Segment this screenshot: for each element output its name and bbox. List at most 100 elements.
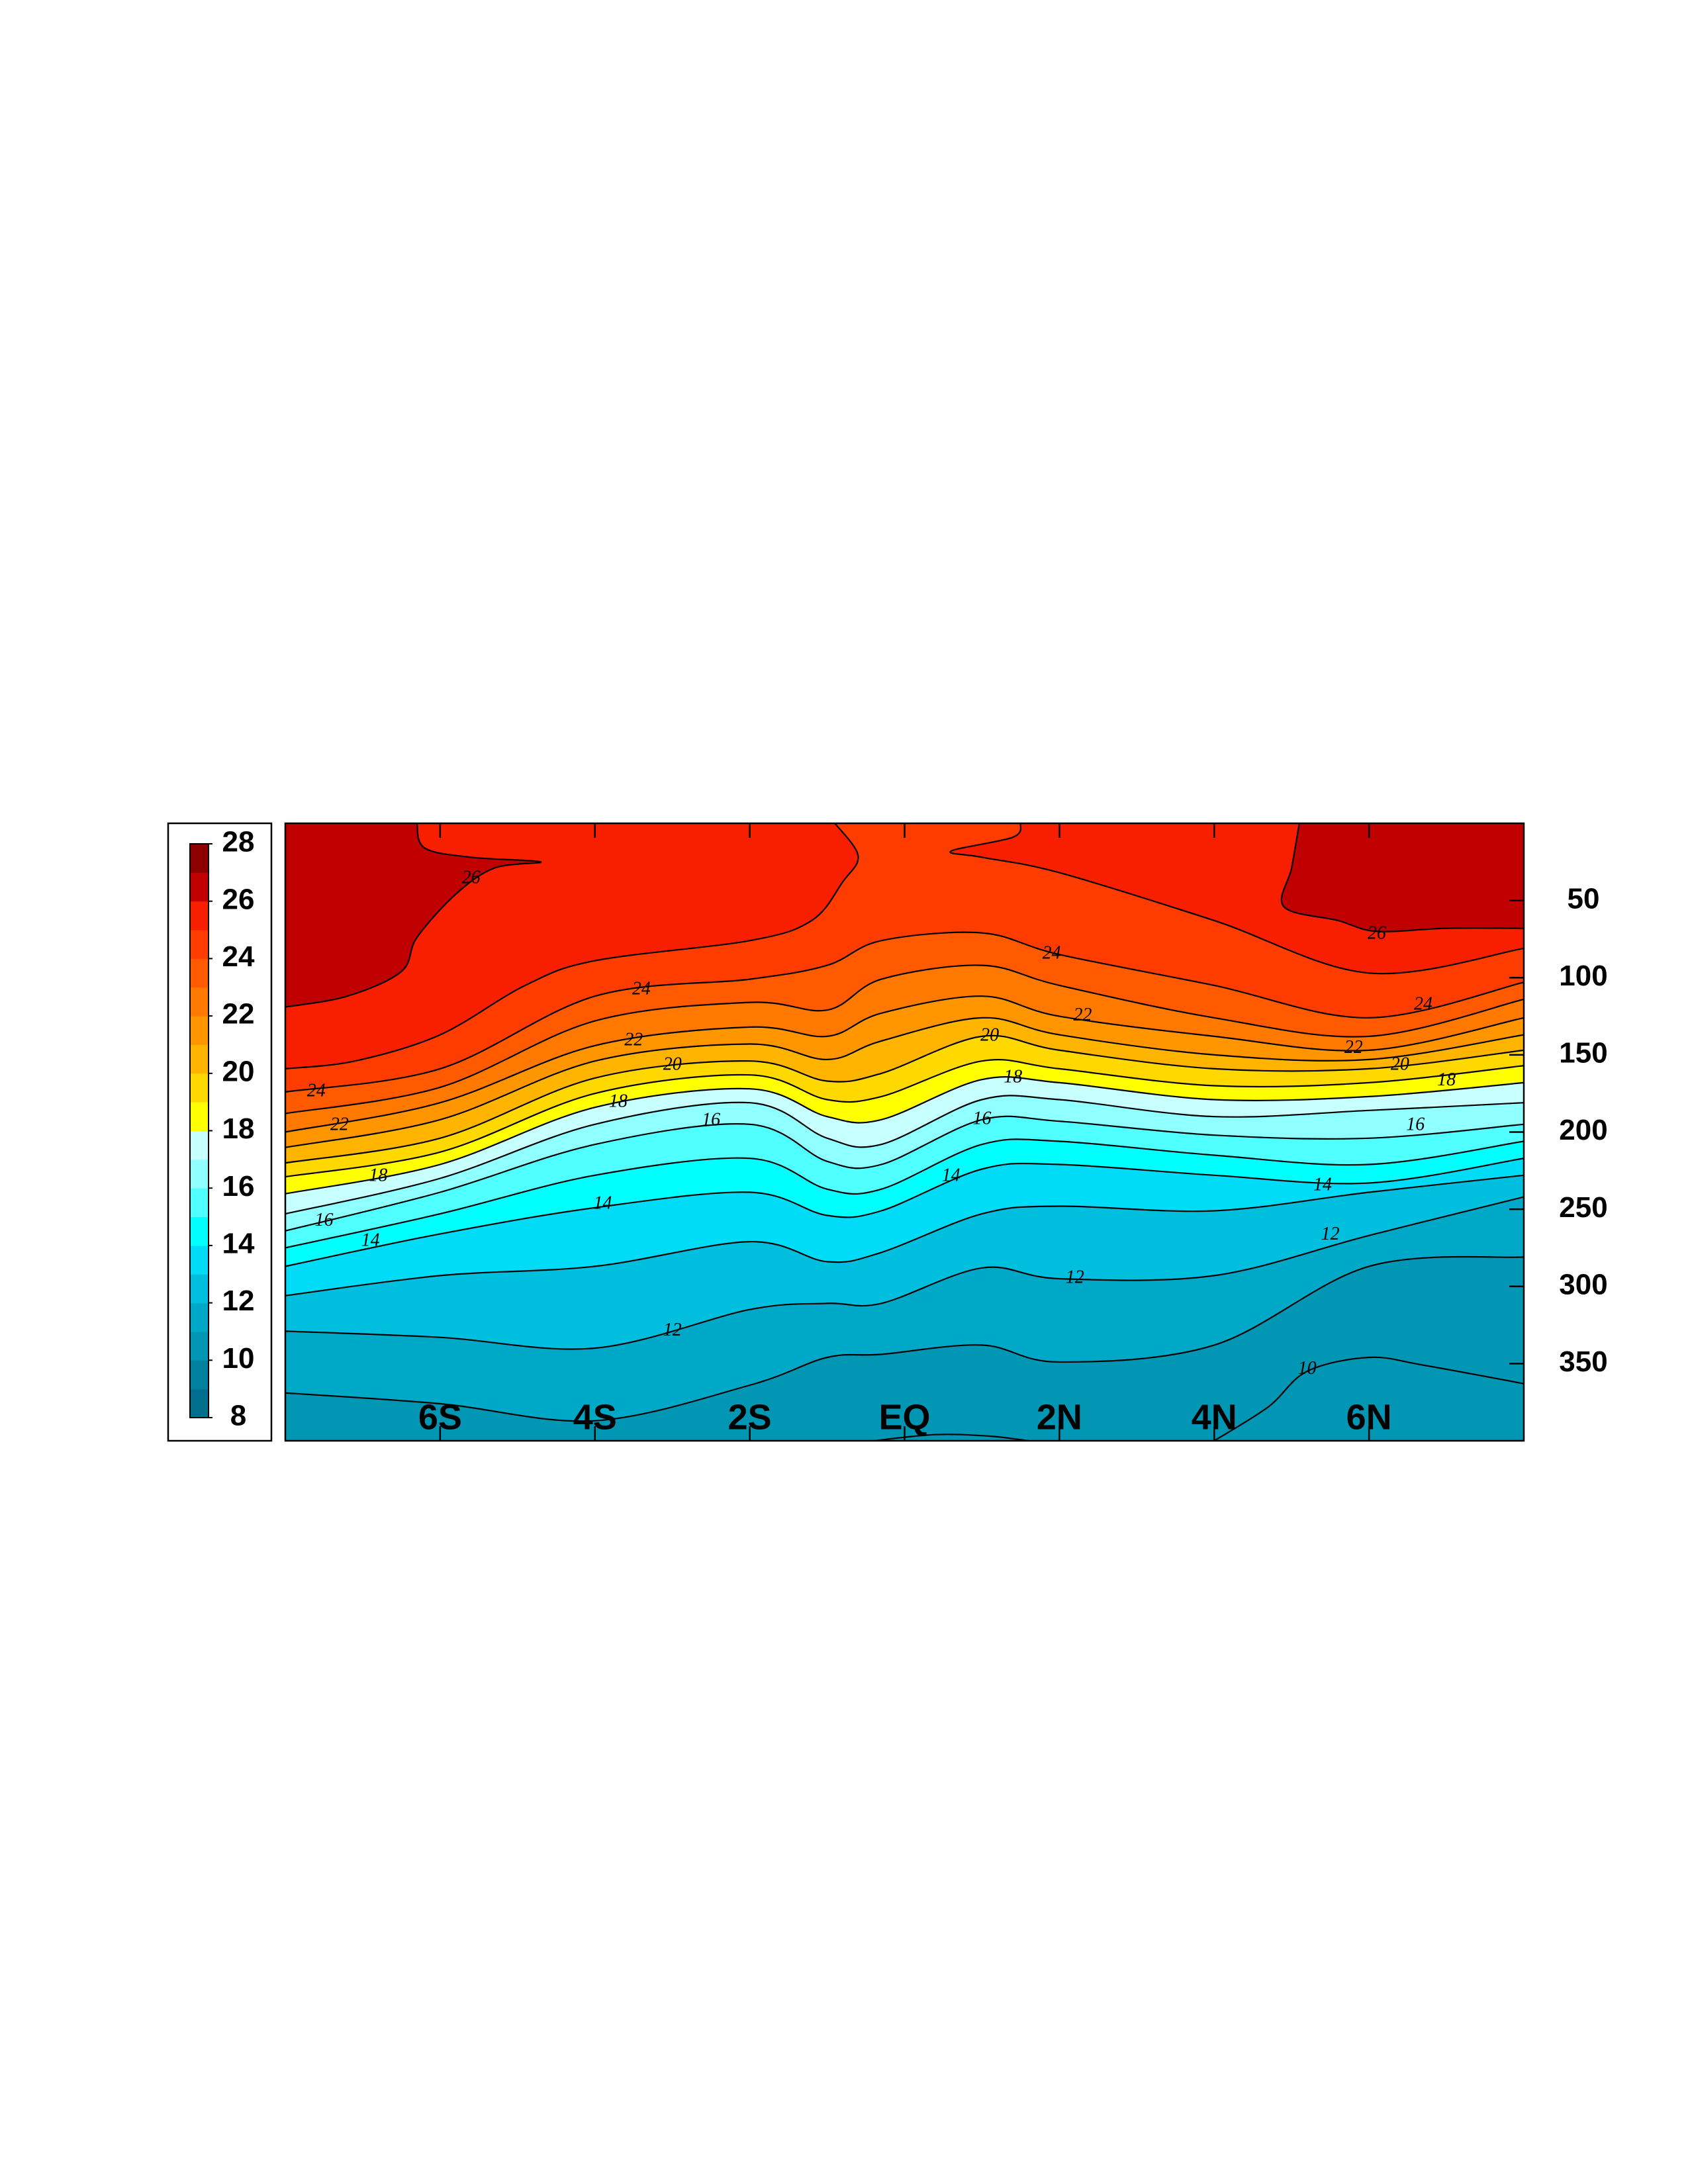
contour-label: 20 xyxy=(1391,1054,1409,1075)
contour-line xyxy=(1213,1356,1524,1441)
contour-label: 24 xyxy=(1043,943,1061,964)
contour-label: 12 xyxy=(1066,1267,1084,1288)
colorbar-label: 22 xyxy=(222,998,255,1030)
contour-label: 14 xyxy=(593,1193,612,1214)
contour-label: 12 xyxy=(1321,1224,1340,1244)
colorbar-band xyxy=(190,958,209,988)
contour-line xyxy=(285,964,1524,1115)
contour-line xyxy=(285,1196,1524,1350)
colorbar-label: 10 xyxy=(222,1342,255,1375)
contour-line xyxy=(285,1174,1524,1297)
contour-line xyxy=(285,1115,1524,1232)
contour-label: 18 xyxy=(1437,1069,1456,1090)
contour-line xyxy=(285,1076,1524,1195)
colorbar-band xyxy=(190,987,209,1017)
colorbar-band xyxy=(190,1360,209,1390)
colorbar-band xyxy=(190,930,209,959)
colorbar-band xyxy=(190,1245,209,1275)
contour-label: 26 xyxy=(462,867,481,887)
y-tick-label: 200 xyxy=(1559,1114,1607,1146)
colorbar-band xyxy=(190,1216,209,1246)
contour-label: 26 xyxy=(1368,923,1386,943)
x-tick-label: EQ xyxy=(878,1397,930,1437)
contour-label: 18 xyxy=(1004,1066,1022,1087)
colorbar-band xyxy=(190,844,209,873)
contour-line xyxy=(285,1158,1524,1267)
x-tick-label: 2N xyxy=(1037,1397,1082,1437)
colorbar-label: 16 xyxy=(222,1170,255,1203)
contour-label: 12 xyxy=(663,1320,682,1340)
y-tick-label: 300 xyxy=(1559,1268,1607,1300)
contour-label: 20 xyxy=(663,1054,682,1075)
contour-label: 20 xyxy=(980,1024,999,1045)
contour-line xyxy=(285,931,1524,1093)
colorbar-band xyxy=(190,901,209,931)
colorbar-label: 26 xyxy=(222,883,255,915)
contour-label: 14 xyxy=(1313,1175,1332,1195)
contour-fill xyxy=(285,823,541,1007)
y-tick-label: 250 xyxy=(1559,1191,1607,1224)
contour-label: 18 xyxy=(369,1165,387,1186)
contour-line xyxy=(285,1138,1524,1249)
colorbar-frame xyxy=(167,822,273,1442)
colorbar-label: 28 xyxy=(222,826,255,858)
colorbar-band xyxy=(190,1016,209,1045)
contour-label: 24 xyxy=(1414,994,1432,1015)
contour-line xyxy=(285,1059,1524,1178)
contour-label: 16 xyxy=(972,1108,991,1128)
colorbar-band xyxy=(190,1274,209,1304)
x-tick-label: 4S xyxy=(573,1397,617,1437)
contour-label: 22 xyxy=(1073,1005,1092,1025)
contour-label: 22 xyxy=(330,1115,349,1135)
plot-frame xyxy=(284,822,1525,1442)
x-tick-label: 4N xyxy=(1192,1397,1237,1437)
contour-line xyxy=(949,823,1524,975)
contour-label: 16 xyxy=(1406,1115,1425,1135)
colorbar-label: 8 xyxy=(230,1400,246,1432)
x-tick-label: 6S xyxy=(418,1397,462,1437)
colorbar-band xyxy=(190,1331,209,1361)
contour-label: 18 xyxy=(609,1091,628,1112)
colorbar-label: 24 xyxy=(222,940,255,973)
colorbar-band xyxy=(190,1388,209,1418)
contour-line xyxy=(285,1095,1524,1215)
x-tick-label: 6N xyxy=(1346,1397,1392,1437)
contour-line xyxy=(285,995,1524,1133)
contour-line xyxy=(1280,823,1524,933)
colorbar-band xyxy=(190,1188,209,1218)
contour-label: 16 xyxy=(702,1110,720,1130)
contour-label: 14 xyxy=(361,1230,380,1251)
colorbar-band xyxy=(190,1073,209,1103)
colorbar-band xyxy=(190,1044,209,1074)
y-tick-label: 50 xyxy=(1568,882,1600,915)
contour-line xyxy=(285,823,542,1008)
contour-line xyxy=(285,1017,1524,1148)
contour-label: 14 xyxy=(942,1165,961,1186)
y-tick-label: 100 xyxy=(1559,960,1607,992)
contour-line xyxy=(873,1433,1029,1441)
colorbar-label: 14 xyxy=(222,1228,255,1260)
contour-line xyxy=(285,823,859,1069)
contour-line xyxy=(285,1255,1524,1422)
colorbar-band xyxy=(190,1130,209,1160)
colorbar-label: 20 xyxy=(222,1055,255,1087)
colorbar-label: 12 xyxy=(222,1285,255,1317)
y-tick-label: 350 xyxy=(1559,1345,1607,1378)
colorbar-band xyxy=(190,872,209,902)
contour-label: 22 xyxy=(1344,1037,1363,1058)
colorbar-band xyxy=(190,1102,209,1131)
contour-label: 24 xyxy=(632,978,651,999)
x-tick-label: 2S xyxy=(728,1397,772,1437)
contour-line xyxy=(285,1034,1524,1164)
y-tick-label: 150 xyxy=(1559,1037,1607,1069)
contour-fill xyxy=(1281,823,1524,932)
colorbar-band xyxy=(190,1302,209,1332)
contour-label: 16 xyxy=(314,1210,333,1230)
contour-label: 22 xyxy=(624,1029,643,1050)
contour-label: 10 xyxy=(1298,1358,1317,1379)
colorbar-band xyxy=(190,1159,209,1189)
plot-area: 2422181614262422201816141224222018161412… xyxy=(285,823,1524,1441)
contour-label: 24 xyxy=(307,1080,326,1101)
